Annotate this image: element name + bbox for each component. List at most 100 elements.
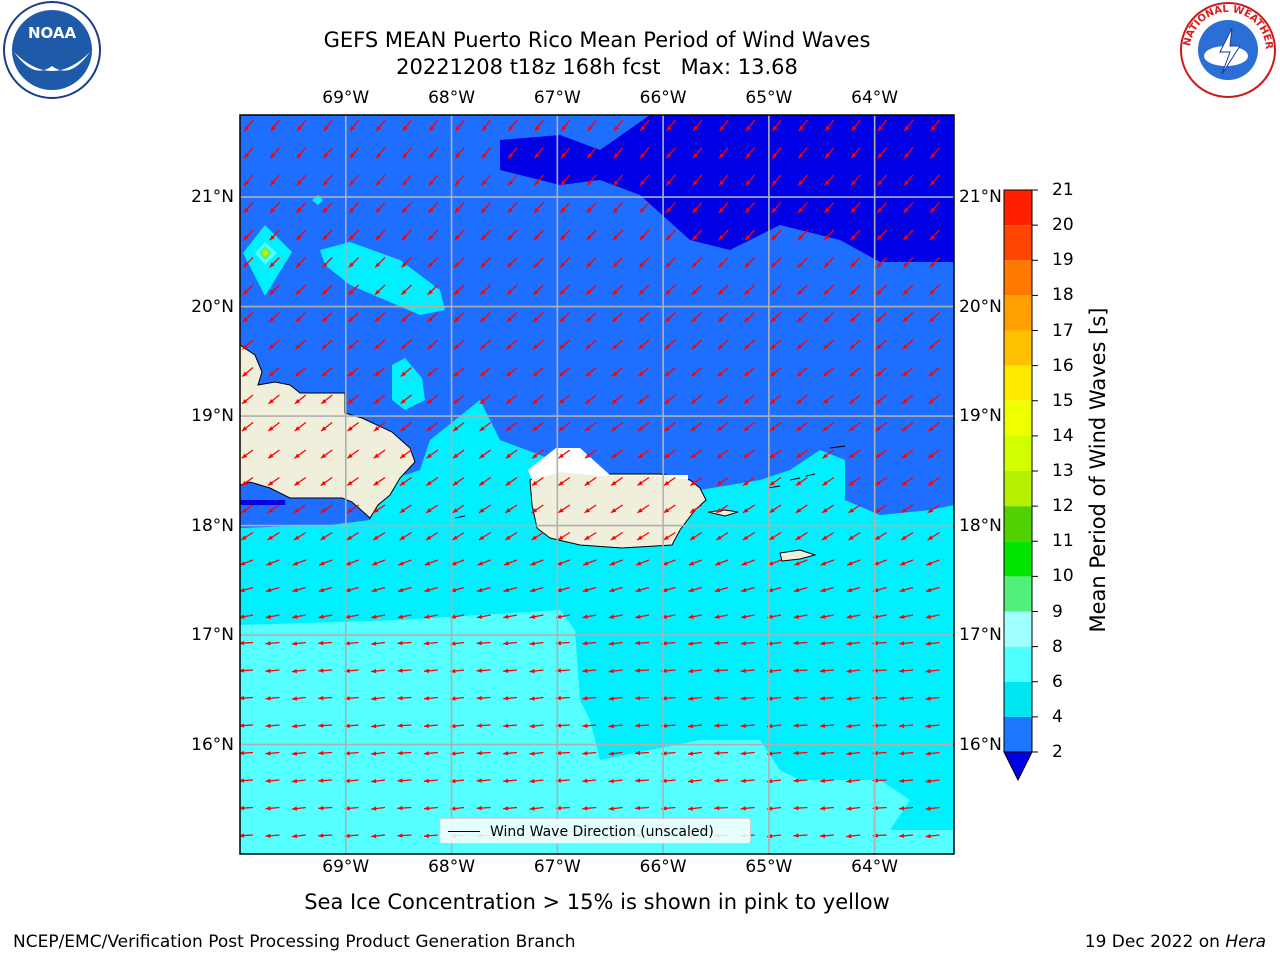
wave-arrow-head (529, 723, 535, 729)
wave-arrow-head (925, 778, 931, 784)
wave-arrow-head (718, 207, 724, 213)
wave-arrow-head (424, 561, 431, 566)
wave-arrow-head (690, 398, 697, 404)
wave-arrow-head (925, 668, 931, 674)
lon-label-top: 67°W (533, 88, 581, 108)
wave-arrow-head (508, 125, 514, 132)
wave-arrow-head (823, 371, 829, 377)
wave-arrow-head (455, 153, 461, 159)
wave-arrow-head (850, 235, 856, 241)
wave-arrow-head (292, 561, 299, 566)
wave-arrow-head (503, 668, 509, 673)
wave-arrow-head (744, 262, 750, 268)
wave-arrow-head (452, 480, 459, 486)
wave-arrow-head (770, 344, 776, 350)
wave-arrow-head (925, 614, 931, 619)
wave-arrow-head (613, 125, 619, 132)
wave-arrow-head (798, 153, 804, 159)
wave-arrow-head (397, 723, 403, 728)
wave-arrow-head (664, 344, 671, 350)
wave-arrow-head (637, 426, 644, 432)
wave-arrow-head (371, 696, 377, 701)
wave-arrow-head (585, 398, 591, 404)
wave-arrow-head (688, 561, 695, 566)
wave-arrow-head (770, 317, 776, 323)
wave-arrow-head (661, 751, 667, 756)
wave-arrow-head (397, 833, 403, 838)
wave-arrow-head (373, 508, 379, 513)
wave-arrow-head (507, 207, 513, 213)
region-dark-west (240, 500, 285, 505)
wave-arrow-head (479, 453, 485, 459)
region-dark-north (500, 115, 954, 262)
wave-arrow-head (374, 371, 380, 377)
wave-arrow-head (297, 125, 302, 132)
wave-arrow-head (930, 153, 936, 159)
wave-arrow-head (423, 833, 430, 838)
wave-arrow-head (555, 778, 561, 783)
wave-arrow-head (819, 668, 826, 673)
lat-label-right: 16°N (959, 734, 1002, 755)
wave-arrow-head (241, 480, 247, 486)
wave-arrow-head (903, 262, 909, 268)
wave-arrow-head (717, 426, 723, 432)
wave-arrow-head (925, 751, 931, 756)
wave-arrow-head (455, 180, 461, 186)
wave-arrow-head (793, 723, 799, 728)
wave-arrow-head (318, 723, 324, 728)
wave-arrow-head (321, 426, 327, 432)
colorbar-tick-label: 17 (1052, 320, 1074, 341)
wave-arrow-head (505, 535, 511, 540)
wave-arrow-head (476, 695, 482, 701)
wave-arrow-head (716, 480, 723, 486)
colorbar-tick-label: 14 (1052, 425, 1074, 446)
wave-arrow-head (450, 668, 456, 674)
wave-arrow-head (503, 723, 509, 728)
wave-arrow-head (375, 262, 381, 268)
wave-arrow-head (453, 317, 460, 323)
wave-arrow-head (476, 640, 482, 646)
wave-arrow-head (927, 535, 933, 540)
wave-arrow-head (426, 426, 433, 432)
wave-arrow-head (718, 262, 724, 268)
wave-arrow-head (428, 207, 434, 213)
wave-arrow-head (348, 262, 354, 268)
wave-arrow-head (795, 535, 801, 540)
wave-arrow-head (793, 778, 799, 783)
wave-arrow-head (295, 371, 301, 377)
wave-arrow-head (582, 806, 588, 811)
wave-arrow-head (397, 640, 403, 646)
wave-arrow-head (901, 535, 907, 540)
wave-arrow-head (507, 262, 513, 268)
wave-arrow-head (423, 668, 430, 673)
wave-arrow-head (638, 398, 644, 404)
wave-arrow-head (295, 289, 301, 295)
wave-arrow-head (769, 480, 775, 486)
wave-arrow-head (877, 207, 883, 213)
wave-arrow-head (717, 371, 723, 377)
wave-arrow-head (454, 262, 460, 268)
wave-arrow-head (635, 614, 641, 619)
colorbar-segment (1004, 260, 1032, 296)
wave-arrow-head (901, 480, 907, 486)
region-yellowgreen-max (262, 249, 269, 257)
wave-arrow-head (427, 317, 433, 323)
colorbar-tick-label: 11 (1052, 531, 1074, 552)
wave-arrow-head (402, 153, 408, 159)
wave-arrow-head (296, 207, 302, 213)
wave-arrow-head (241, 508, 247, 513)
wave-arrow-head (294, 453, 300, 459)
wave-arrow-head (610, 508, 617, 513)
chart-subtitle: 20221208 t18z 168h fcst Max: 13.68 (396, 55, 798, 79)
wave-arrow-head (585, 371, 591, 377)
wave-arrow-head (503, 778, 509, 783)
wave-arrow-head (453, 371, 459, 377)
wave-arrow-head (244, 153, 250, 159)
wave-arrow-head (745, 235, 751, 241)
wave-arrow-head (691, 317, 697, 323)
wave-arrow-head (344, 723, 350, 728)
wave-arrow-head (798, 180, 804, 186)
wave-arrow-head (744, 289, 750, 295)
wave-arrow-head (717, 344, 723, 350)
wave-arrow-head (505, 453, 512, 459)
